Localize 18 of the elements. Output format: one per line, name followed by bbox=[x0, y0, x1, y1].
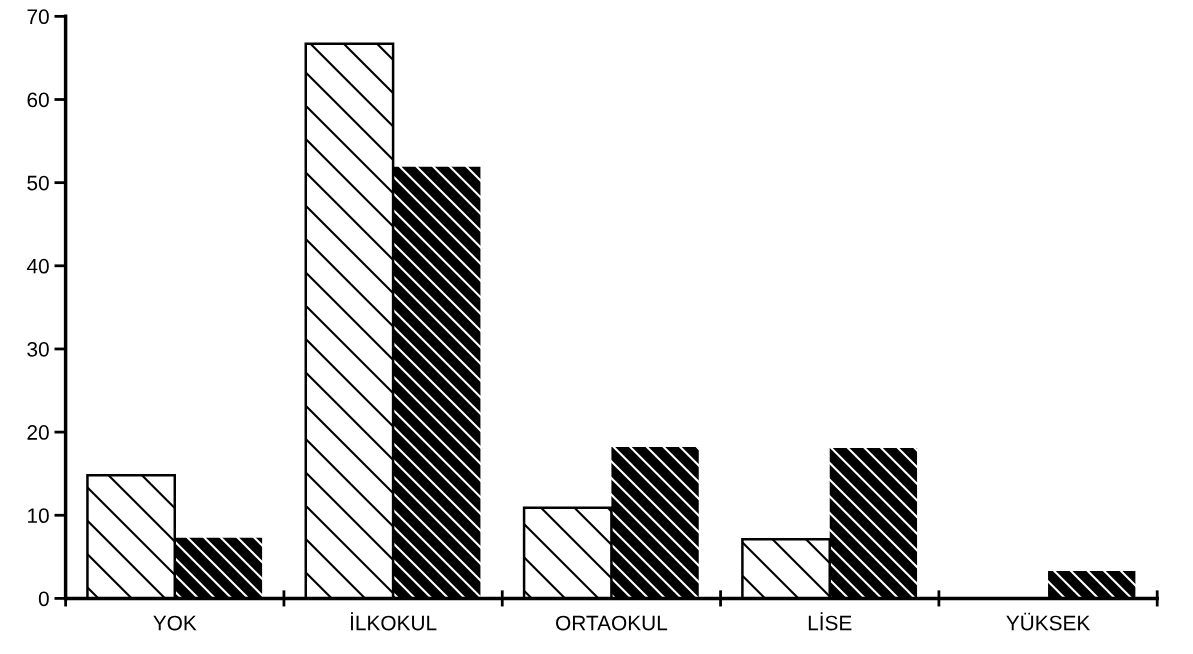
bar bbox=[174, 537, 263, 599]
y-tick-label: 40 bbox=[26, 258, 49, 274]
x-tick-label: İLKOKUL bbox=[351, 612, 437, 631]
y-tick-label: 10 bbox=[28, 508, 49, 524]
y-tick-label: 0 bbox=[38, 591, 49, 607]
bar bbox=[393, 166, 481, 599]
x-tick-label: LİSE bbox=[808, 612, 852, 631]
y-tick-label: 20 bbox=[27, 425, 49, 440]
y-tick-label: 50 bbox=[27, 175, 49, 191]
bar bbox=[829, 447, 918, 599]
bar bbox=[1048, 570, 1136, 599]
x-tick-label: ORTAOKUL bbox=[556, 615, 668, 631]
y-tick-label: 60 bbox=[27, 92, 49, 108]
x-tick-label: YÜKSEK bbox=[1006, 612, 1091, 631]
y-tick-label: 30 bbox=[27, 341, 49, 357]
y-tick-label: 70 bbox=[27, 9, 49, 25]
x-tick-label: YOK bbox=[153, 615, 197, 631]
bar bbox=[611, 447, 699, 599]
